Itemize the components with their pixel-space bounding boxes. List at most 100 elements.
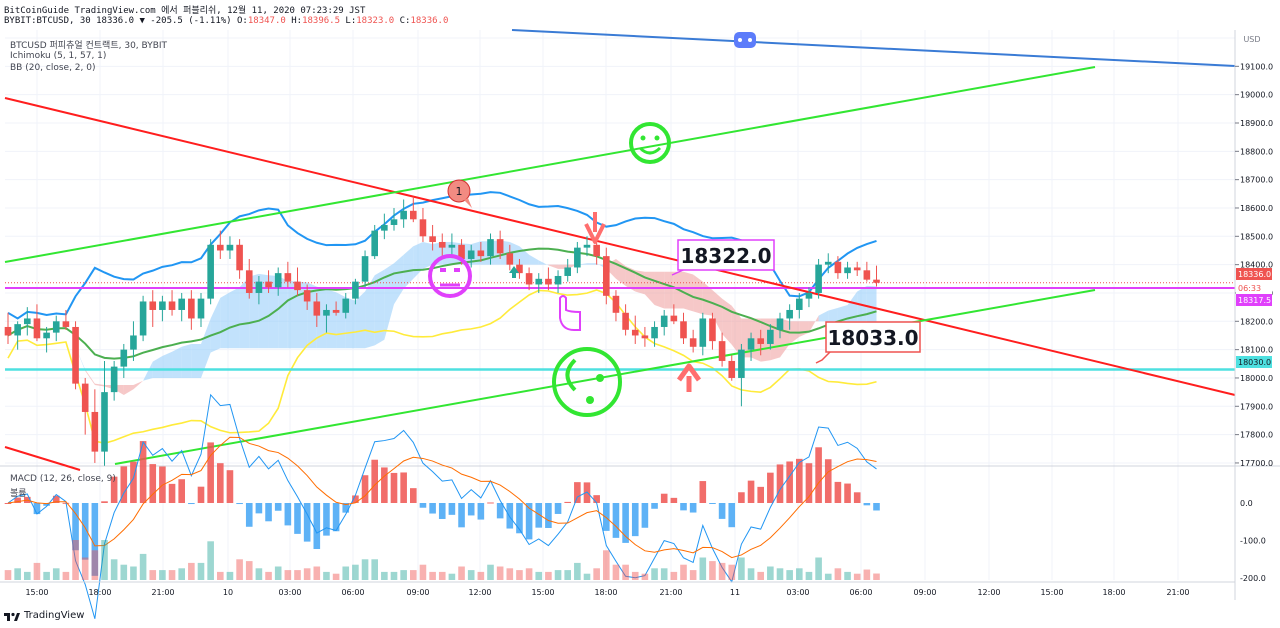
kumo-segment: [529, 254, 539, 265]
indicator-ichimoku-label[interactable]: Ichimoku (5, 1, 57, 1): [10, 51, 107, 61]
macd-histogram-bar: [120, 466, 128, 503]
candle-body: [139, 301, 147, 336]
volume-bar: [438, 571, 446, 580]
macd-histogram-bar: [236, 503, 243, 505]
candle-body: [400, 210, 407, 220]
indicator-main-label[interactable]: BTCUSD 퍼피츄얼 컨트랙트, 30, BYBIT: [10, 41, 168, 51]
macd-histogram-bar: [824, 459, 832, 503]
volume-bar: [130, 566, 137, 580]
time-tick-label: 21:00: [1166, 588, 1189, 597]
candle-body: [130, 335, 137, 350]
blue-trend-line: [511, 29, 1236, 67]
candle-body: [757, 338, 764, 344]
macd-histogram-bar: [728, 503, 736, 528]
macd-histogram-bar: [178, 479, 185, 503]
magenta-level-tag: 18317.5: [1238, 296, 1271, 305]
kumo-segment: [654, 271, 665, 309]
robot-eye: [738, 38, 742, 42]
volume-bar: [400, 570, 407, 580]
price-tick-label: 18700.0: [1240, 176, 1273, 185]
volume-bar: [217, 571, 224, 580]
indicator-macd-label[interactable]: MACD (12, 26, close, 9): [10, 474, 116, 484]
arrow-up-icon: [676, 363, 702, 392]
symbol-label[interactable]: BYBIT:BTCUSD, 30: [4, 16, 91, 26]
candle-body: [815, 264, 822, 293]
volume-bar: [265, 571, 272, 580]
time-tick-label: 21:00: [659, 588, 682, 597]
kumo-segment: [229, 287, 240, 349]
volume-bar: [284, 570, 292, 580]
callout-low-text: 18033.0: [827, 326, 918, 350]
candle-body: [323, 309, 330, 316]
macd-histogram-bar: [747, 480, 755, 503]
volume-bar: [776, 568, 784, 580]
macd-histogram-bar: [371, 459, 378, 503]
macd-histogram-bar: [593, 495, 600, 503]
time-tick-label: 03:00: [786, 588, 809, 597]
candle-body: [574, 247, 581, 268]
volume-bar: [139, 553, 147, 580]
macd-histogram-bar: [738, 492, 745, 503]
macd-histogram-bar: [168, 483, 176, 503]
volume-bar: [274, 566, 282, 580]
magenta-level-tag-bg: [1236, 294, 1272, 306]
volume-bar: [747, 568, 755, 580]
macd-histogram-bar: [796, 458, 803, 503]
volume-bar: [419, 564, 427, 580]
kumo-segment: [75, 346, 86, 371]
indicator-volume-label[interactable]: 볼륨: [10, 489, 27, 499]
macd-histogram-bar: [641, 503, 649, 528]
time-tick-label: 15:00: [25, 588, 48, 597]
volume-bar: [477, 571, 485, 580]
price-tick-label: 18800.0: [1240, 147, 1273, 156]
candle-body: [824, 261, 832, 265]
macd-pane: [4, 393, 880, 619]
price-tick-label: 17700.0: [1240, 459, 1273, 468]
candle-body: [786, 309, 793, 319]
macd-histogram-bar: [709, 503, 716, 504]
kumo-segment: [866, 285, 877, 325]
price-tick-label: 18900.0: [1240, 119, 1273, 128]
price-tick-label: 18200.0: [1240, 317, 1273, 326]
smiley-eye: [586, 396, 594, 404]
green-channel-upper: [4, 66, 1096, 263]
kumo-segment: [828, 307, 838, 322]
macd-histogram-bar: [265, 503, 272, 522]
macd-histogram-bar: [516, 503, 523, 534]
macd-histogram-bar: [853, 492, 861, 503]
low-value: 18323.0: [356, 16, 395, 26]
candle-body: [467, 250, 475, 259]
volume-bar: [168, 570, 176, 580]
macd-histogram-bar: [43, 503, 50, 506]
candle-body: [438, 241, 446, 248]
kumo-segment: [220, 292, 230, 349]
candle-body: [844, 267, 851, 274]
price-tick-label: 18100.0: [1240, 346, 1273, 355]
time-axis[interactable]: 15:00 18:00 21:00 10 03:00 06:00 09:00 12:00 15:…: [0, 581, 1235, 597]
footer-brand[interactable]: TradingView: [24, 610, 85, 621]
candle-body: [680, 321, 687, 339]
candle-body: [631, 329, 639, 336]
volume-bar: [863, 569, 871, 580]
macd-histogram-bar: [670, 497, 678, 503]
indicator-bb-label[interactable]: BB (20, close, 2, 0): [10, 63, 96, 73]
candle-body: [738, 349, 745, 378]
macd-histogram-bar: [284, 503, 292, 526]
macd-histogram-bar: [207, 442, 214, 503]
time-tick-label: 06:00: [849, 588, 872, 597]
macd-histogram-bar: [91, 503, 99, 576]
kumo-segment: [287, 280, 298, 349]
bb-lower-line: [7, 289, 877, 445]
kumo-segment: [808, 315, 819, 333]
price-axis[interactable]: USD 19100.0 19000.0 18900.0 18800.0 18700.0 18…: [1234, 30, 1273, 600]
candle-body: [622, 312, 629, 330]
kumo-segment: [181, 343, 192, 378]
volume-bar: [255, 568, 263, 580]
candle-body: [873, 279, 880, 283]
candle-body: [747, 338, 755, 350]
kumo-segment: [210, 297, 221, 353]
time-tick-label: 18:00: [1102, 588, 1125, 597]
time-tick-label: 11: [730, 588, 740, 597]
